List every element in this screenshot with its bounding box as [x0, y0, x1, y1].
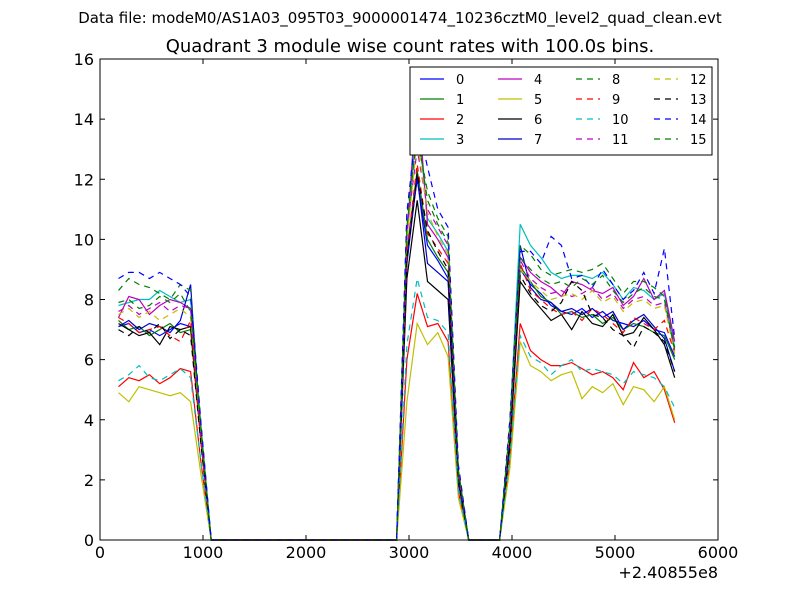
legend-label-9: 9 — [612, 93, 620, 108]
y-tick-label: 2 — [84, 471, 94, 490]
y-tick-label: 14 — [74, 110, 94, 129]
x-tick-label: 3000 — [389, 543, 430, 562]
legend-label-6: 6 — [534, 113, 542, 128]
series-line-10 — [118, 278, 676, 541]
y-tick-label: 4 — [84, 411, 94, 430]
series-line-9 — [118, 164, 676, 541]
series-line-13 — [118, 173, 676, 541]
legend-label-1: 1 — [456, 93, 464, 108]
data-file-caption: Data file: modeM0/AS1A03_095T03_90000014… — [78, 9, 722, 27]
legend-label-15: 15 — [690, 133, 707, 148]
legend-label-13: 13 — [690, 93, 707, 108]
x-tick-label: 6000 — [698, 543, 739, 562]
legend-label-5: 5 — [534, 93, 542, 108]
x-tick-label: 5000 — [595, 543, 636, 562]
series-line-3 — [118, 110, 676, 541]
legend-label-14: 14 — [690, 113, 707, 128]
y-tick-label: 12 — [74, 170, 94, 189]
series-line-1 — [118, 170, 676, 541]
legend-label-7: 7 — [534, 133, 542, 148]
x-tick-label: 0 — [95, 543, 105, 562]
series-layer — [117, 89, 676, 541]
legend-label-0: 0 — [456, 73, 464, 88]
y-tick-label: 8 — [84, 291, 94, 310]
chart-title: Quadrant 3 module wise count rates with … — [165, 36, 655, 57]
y-tick-label: 10 — [74, 230, 94, 249]
series-line-2 — [118, 293, 676, 541]
x-tick-label: 4000 — [492, 543, 533, 562]
x-axis-offset-label: +2.40855e8 — [618, 563, 718, 582]
series-line-6 — [118, 200, 676, 541]
legend-label-12: 12 — [690, 73, 707, 88]
legend-label-3: 3 — [456, 133, 464, 148]
legend-label-10: 10 — [612, 113, 629, 128]
legend-label-11: 11 — [612, 133, 629, 148]
y-tick-label: 0 — [84, 531, 94, 550]
y-tick-label: 16 — [74, 50, 94, 69]
legend-box — [409, 66, 713, 156]
series-line-7 — [118, 176, 676, 541]
legend-label-2: 2 — [456, 113, 464, 128]
series-line-11 — [118, 149, 676, 541]
legend-label-4: 4 — [534, 73, 542, 88]
series-line-0 — [118, 179, 676, 541]
x-tick-label: 1000 — [183, 543, 224, 562]
legend-label-8: 8 — [612, 73, 620, 88]
x-tick-label: 2000 — [286, 543, 327, 562]
y-tick-label: 6 — [84, 351, 94, 370]
